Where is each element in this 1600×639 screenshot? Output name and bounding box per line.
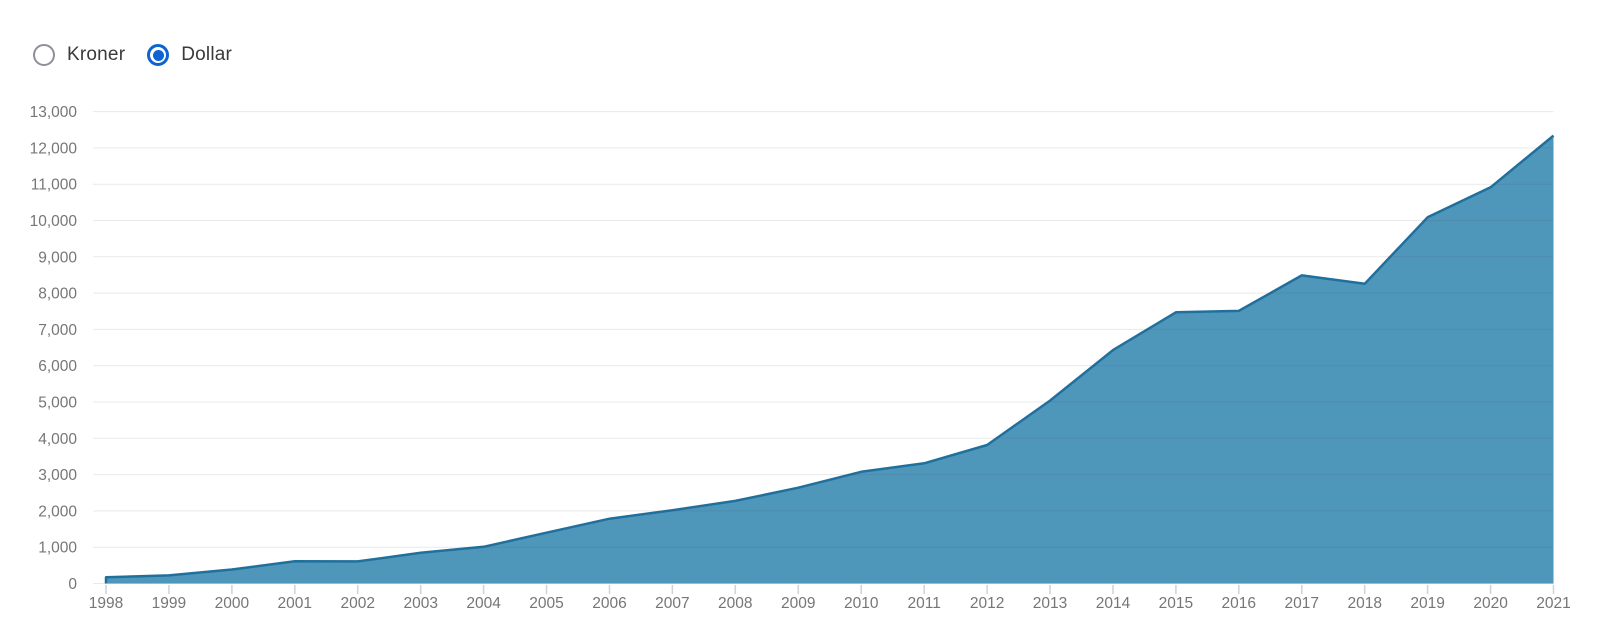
svg-text:2,000: 2,000: [38, 503, 77, 520]
y-axis-labels: 0 1,000 2,000 3,000 4,000 5,000 6,000 7,000 8,00…: [30, 104, 78, 593]
svg-text:3,000: 3,000: [38, 467, 77, 484]
svg-text:1998: 1998: [89, 595, 123, 612]
svg-text:0: 0: [68, 576, 77, 593]
radio-icon: [33, 44, 55, 66]
svg-text:9,000: 9,000: [38, 249, 77, 266]
svg-text:1999: 1999: [152, 595, 186, 612]
svg-text:2002: 2002: [340, 595, 374, 612]
svg-text:2000: 2000: [215, 595, 250, 612]
currency-toggle: Kroner Dollar: [33, 44, 232, 66]
svg-text:2011: 2011: [908, 595, 941, 612]
svg-text:2020: 2020: [1473, 595, 1508, 612]
svg-text:8,000: 8,000: [38, 286, 77, 303]
svg-text:2017: 2017: [1285, 595, 1319, 612]
radio-icon: [147, 44, 170, 66]
svg-text:11,000: 11,000: [31, 177, 78, 194]
svg-text:2018: 2018: [1347, 595, 1381, 612]
x-ticks: [105, 585, 1555, 594]
svg-text:2012: 2012: [970, 595, 1004, 612]
radio-option-dollar[interactable]: Dollar: [147, 44, 232, 66]
svg-text:7,000: 7,000: [38, 322, 77, 339]
svg-text:12,000: 12,000: [30, 140, 78, 157]
svg-text:2001: 2001: [278, 595, 312, 612]
svg-text:2009: 2009: [781, 595, 815, 612]
radio-label: Kroner: [67, 44, 126, 65]
svg-text:2007: 2007: [655, 595, 689, 612]
svg-text:2005: 2005: [529, 595, 563, 612]
svg-text:4,000: 4,000: [38, 431, 77, 448]
gridlines: [93, 111, 1554, 584]
svg-text:2015: 2015: [1159, 595, 1193, 612]
radio-label: Dollar: [181, 44, 233, 65]
svg-text:2010: 2010: [844, 595, 879, 612]
area-fill: [106, 135, 1554, 584]
svg-text:1,000: 1,000: [38, 540, 77, 557]
svg-text:2006: 2006: [592, 595, 626, 612]
svg-text:13,000: 13,000: [30, 104, 78, 121]
svg-text:2004: 2004: [466, 595, 501, 612]
svg-text:2019: 2019: [1410, 595, 1444, 612]
svg-text:2014: 2014: [1096, 595, 1131, 612]
svg-text:2016: 2016: [1222, 595, 1256, 612]
svg-text:5,000: 5,000: [38, 395, 77, 412]
area-outline: [104, 134, 1555, 584]
x-axis-labels: 1998 1999 2000 2001 2002 2003 2004 2005 2006 2007…: [89, 595, 1571, 612]
area-series: [104, 134, 1555, 584]
svg-text:2003: 2003: [403, 595, 437, 612]
svg-text:2021: 2021: [1536, 595, 1570, 612]
radio-option-kroner[interactable]: Kroner: [33, 44, 125, 66]
svg-text:2008: 2008: [718, 595, 752, 612]
svg-text:6,000: 6,000: [38, 358, 77, 375]
svg-text:2013: 2013: [1033, 595, 1067, 612]
svg-text:10,000: 10,000: [30, 213, 78, 230]
